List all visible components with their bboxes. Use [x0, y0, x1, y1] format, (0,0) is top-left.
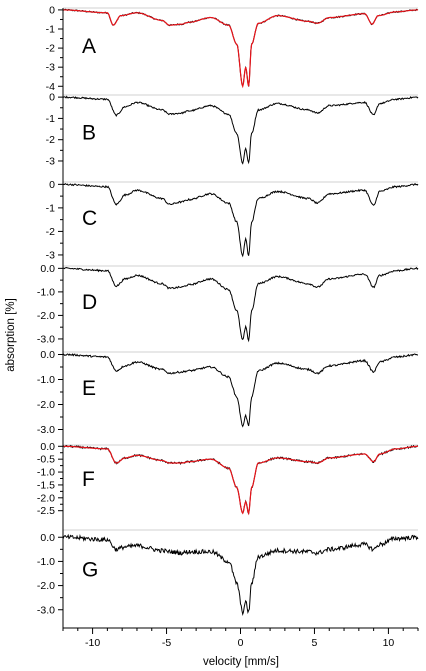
y-tick-label: -1 — [46, 202, 55, 214]
panel-label: B — [82, 122, 96, 145]
panel-a: 0 -1 -2 -3 -4 A — [46, 4, 419, 93]
y-tick-label: 0.0 — [40, 349, 55, 361]
panel-label: G — [82, 559, 98, 582]
y-tick-label: -1.0 — [37, 374, 55, 386]
y-tick-label: -2.0 — [37, 399, 55, 411]
y-tick-label: -3.0 — [37, 604, 55, 616]
y-tick-label: 0.0 — [40, 263, 55, 275]
panel-f: 0.0-0.5-1.0-1.5-2.0-2.5 F — [37, 441, 419, 521]
x-tick-label: 0 — [238, 637, 244, 649]
y-tick-label: -2.5 — [37, 505, 55, 517]
panel-label: A — [82, 35, 96, 58]
panel-e: 0.0 -1.0 -2.0 -3.0 E — [37, 349, 419, 436]
panels-layer: 0 -1 -2 -3 -4 A 0 -1 -2 -3 B 0 -1 -2 -3 C 0.0 -1.0 -2.0 -3.… — [37, 4, 419, 617]
y-tick-label: -1.0 — [37, 556, 55, 568]
panel-label: D — [82, 291, 97, 314]
y-tick-label: -0.5 — [37, 454, 55, 466]
y-tick-label: 0 — [49, 179, 55, 191]
x-tick-label: 5 — [312, 637, 318, 649]
spectrum-line — [62, 266, 419, 343]
y-tick-label: -2.0 — [37, 310, 55, 322]
panel-d: 0.0 -1.0 -2.0 -3.0 D — [37, 263, 419, 346]
x-tick-label: -10 — [85, 637, 100, 649]
y-axis-title: absorption [%] — [5, 298, 17, 372]
panel-label: F — [82, 468, 95, 491]
y-tick-label: -2.0 — [37, 580, 55, 592]
spectrum-line — [62, 353, 419, 428]
y-tick-label: -1 — [46, 24, 55, 36]
spectrum-line — [62, 95, 419, 165]
x-axis-title: velocity [mm/s] — [203, 656, 279, 668]
y-tick-label: -4 — [46, 81, 55, 93]
panel-label: C — [82, 207, 97, 230]
y-tick-label: -3.0 — [37, 333, 55, 345]
y-tick-label: -1.0 — [37, 467, 55, 479]
y-tick-label: -3 — [46, 249, 55, 261]
y-tick-label: -1 — [46, 113, 55, 125]
panel-c: 0 -1 -2 -3 C — [46, 179, 419, 262]
y-tick-label: -3 — [46, 62, 55, 74]
spectrum-line — [62, 533, 419, 617]
y-tick-label: 0 — [49, 4, 55, 16]
y-tick-label: -2 — [46, 134, 55, 146]
panel-b: 0 -1 -2 -3 B — [46, 92, 419, 178]
y-tick-label: -1.0 — [37, 286, 55, 298]
y-tick-label: -1.5 — [37, 479, 55, 491]
y-tick-label: 0 — [49, 92, 55, 104]
spectrum-line — [62, 182, 419, 258]
fit-line — [63, 9, 419, 89]
panel-g: 0.0 -1.0 -2.0 -3.0 G — [37, 529, 419, 617]
x-axis: -10 -5 0 5 10 — [62, 8, 419, 649]
panel-label: E — [82, 377, 96, 400]
fit-line — [63, 445, 419, 516]
y-tick-label: -2 — [46, 43, 55, 55]
y-tick-label: -3.0 — [37, 424, 55, 436]
y-tick-label: -3 — [46, 155, 55, 167]
y-tick-label: -2 — [46, 226, 55, 238]
y-tick-label: 0.0 — [40, 441, 55, 453]
x-tick-label: 10 — [383, 637, 395, 649]
y-tick-label: 0.0 — [40, 532, 55, 544]
y-tick-label: -2.0 — [37, 492, 55, 504]
x-tick-label: -5 — [162, 637, 171, 649]
